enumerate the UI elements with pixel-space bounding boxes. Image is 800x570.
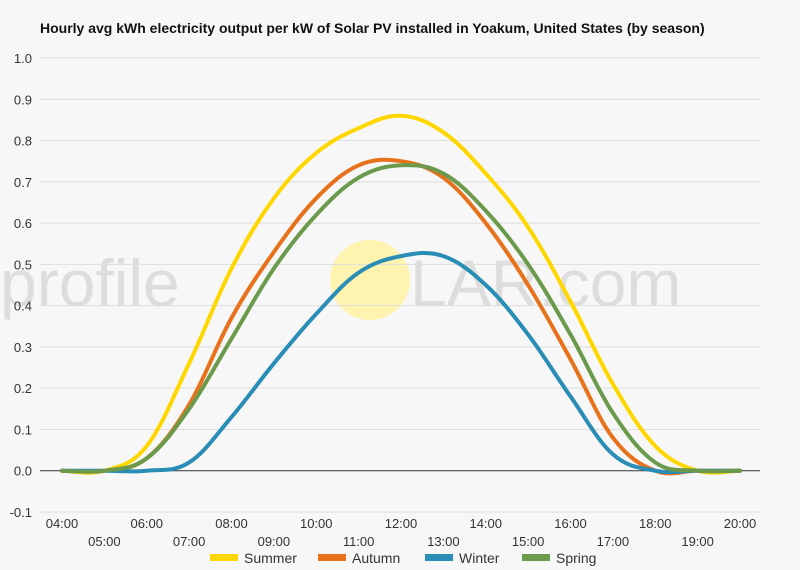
x-tick-label: 14:00 bbox=[469, 516, 502, 531]
y-tick-label: 0.2 bbox=[14, 381, 32, 396]
y-tick-label: 1.0 bbox=[14, 51, 32, 66]
x-tick-label: 16:00 bbox=[554, 516, 587, 531]
y-tick-label: 0.4 bbox=[14, 299, 32, 314]
watermark: profile LAR.com bbox=[0, 240, 681, 320]
x-tick-label: 17:00 bbox=[597, 534, 630, 549]
x-tick-label: 07:00 bbox=[173, 534, 206, 549]
legend-label: Autumn bbox=[352, 550, 400, 566]
legend-swatch bbox=[522, 554, 550, 561]
legend-label: Summer bbox=[244, 550, 297, 566]
watermark-text-left: profile bbox=[0, 246, 180, 320]
x-tick-label: 11:00 bbox=[343, 534, 375, 549]
y-tick-label: 0.6 bbox=[14, 216, 32, 231]
x-tick-label: 08:00 bbox=[215, 516, 248, 531]
legend-item-autumn[interactable]: Autumn bbox=[318, 550, 400, 566]
series-lines bbox=[60, 113, 742, 476]
x-tick-label: 19:00 bbox=[681, 534, 714, 549]
x-tick-label: 15:00 bbox=[512, 534, 545, 549]
legend-item-summer[interactable]: Summer bbox=[210, 550, 297, 566]
watermark-sun-icon bbox=[330, 240, 410, 320]
legend-item-winter[interactable]: Winter bbox=[425, 550, 500, 566]
legend: Summer Autumn Winter Spring bbox=[210, 550, 596, 566]
y-tick-label: 0.0 bbox=[14, 464, 32, 479]
x-tick-label: 04:00 bbox=[46, 516, 79, 531]
legend-swatch bbox=[318, 554, 346, 561]
y-tick-label: 0.1 bbox=[14, 422, 32, 437]
y-tick-label: 0.3 bbox=[14, 340, 32, 355]
legend-swatch bbox=[210, 554, 238, 561]
x-tick-label: 06:00 bbox=[130, 516, 163, 531]
y-tick-label: 0.5 bbox=[14, 257, 32, 272]
series-line-winter bbox=[60, 251, 742, 475]
series-line-spring bbox=[60, 163, 742, 474]
legend-item-spring[interactable]: Spring bbox=[522, 550, 596, 566]
legend-label: Winter bbox=[459, 550, 500, 566]
x-tick-label: 13:00 bbox=[427, 534, 460, 549]
y-tick-label: -0.1 bbox=[10, 505, 32, 520]
x-tick-label: 18:00 bbox=[639, 516, 672, 531]
legend-swatch bbox=[425, 554, 453, 561]
grid bbox=[40, 57, 760, 513]
x-tick-label: 05:00 bbox=[88, 534, 121, 549]
x-tick-label: 12:00 bbox=[385, 516, 418, 531]
chart-title: Hourly avg kWh electricity output per kW… bbox=[40, 20, 705, 36]
x-tick-label: 10:00 bbox=[300, 516, 333, 531]
y-tick-label: 0.9 bbox=[14, 92, 32, 107]
y-tick-label: 0.7 bbox=[14, 175, 32, 190]
x-axis: 04:00 05:00 06:00 07:00 08:00 09:00 10:00 11:00… bbox=[46, 516, 757, 549]
legend-label: Spring bbox=[556, 550, 596, 566]
series-line-summer bbox=[60, 113, 742, 475]
x-tick-label: 09:00 bbox=[258, 534, 291, 549]
y-axis: -0.1 0.0 0.1 0.2 0.3 0.4 0.5 0.6 0.7 0.8 0.9 1.0 bbox=[10, 51, 32, 520]
y-tick-label: 0.8 bbox=[14, 134, 32, 149]
x-tick-label: 20:00 bbox=[724, 516, 757, 531]
